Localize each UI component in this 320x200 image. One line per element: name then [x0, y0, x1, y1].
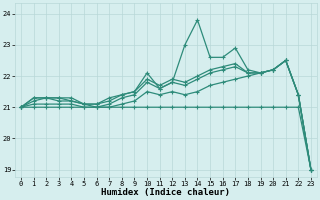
X-axis label: Humidex (Indice chaleur): Humidex (Indice chaleur): [101, 188, 230, 197]
